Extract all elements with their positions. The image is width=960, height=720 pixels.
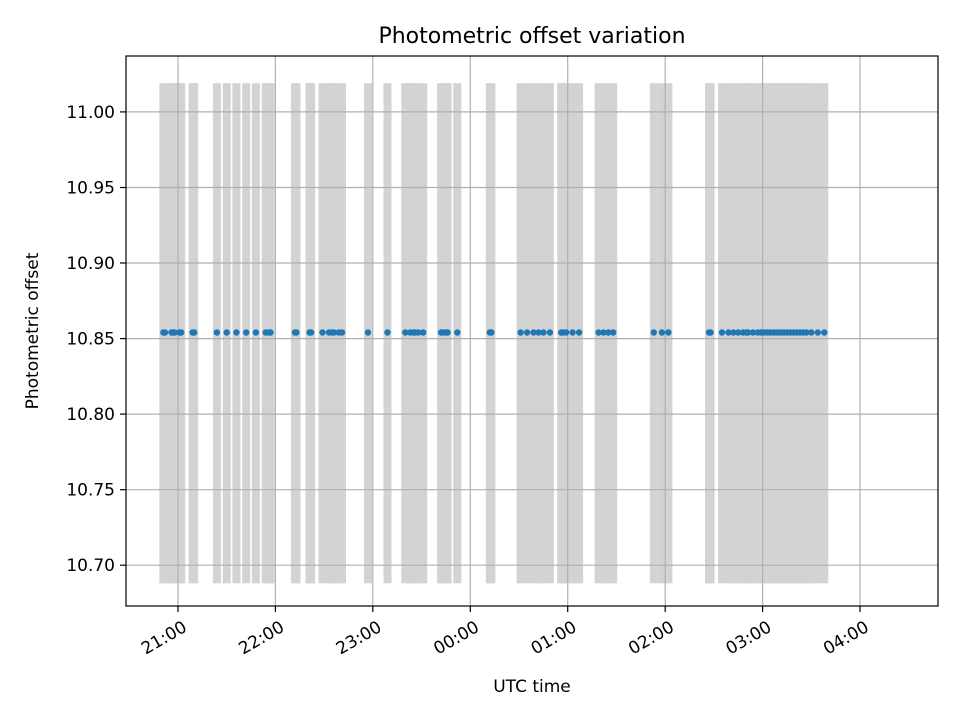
data-point <box>252 329 260 336</box>
data-point <box>658 329 666 336</box>
data-point <box>178 329 185 336</box>
data-point <box>821 329 828 336</box>
data-point <box>517 329 524 336</box>
data-point <box>650 329 657 336</box>
data-point <box>171 329 178 336</box>
data-point <box>420 329 427 336</box>
data-point <box>569 329 576 336</box>
y-axis-label: Photometric offset <box>23 252 43 409</box>
data-point <box>444 329 451 336</box>
data-point <box>454 329 461 336</box>
data-point <box>293 329 300 336</box>
data-point <box>803 329 810 336</box>
grid-lines <box>126 56 938 606</box>
y-tick-label: 11.00 <box>66 103 115 123</box>
x-axis-label: UTC time <box>493 677 571 697</box>
data-point <box>402 329 409 336</box>
y-tick-label: 10.70 <box>66 556 115 576</box>
data-point <box>600 329 607 336</box>
data-point <box>665 329 672 336</box>
data-point <box>161 329 169 336</box>
data-point <box>735 329 742 336</box>
data-point <box>605 329 612 336</box>
y-tick-label: 10.95 <box>66 179 115 199</box>
data-point <box>338 329 346 336</box>
data-point <box>223 329 230 336</box>
y-axis-ticks: 10.70 10.75 10.80 10.85 10.90 10.95 11.00 <box>66 103 126 576</box>
data-point <box>749 329 757 336</box>
data-point <box>488 329 495 336</box>
data-point <box>575 329 583 336</box>
data-point <box>814 329 821 336</box>
y-tick-label: 10.75 <box>66 481 115 501</box>
data-point <box>744 329 752 336</box>
data-point <box>523 329 531 336</box>
data-point <box>725 329 732 336</box>
data-point <box>562 329 570 336</box>
y-tick-label: 10.85 <box>66 330 115 350</box>
plot-frame <box>125 55 939 607</box>
y-tick-label: 10.90 <box>66 254 115 274</box>
data-point <box>330 329 338 336</box>
data-point <box>364 329 372 336</box>
data-point <box>595 329 602 336</box>
data-point <box>707 329 714 336</box>
data-point <box>530 329 537 336</box>
data-point <box>191 329 198 336</box>
data-point <box>546 329 554 336</box>
y-tick-label: 10.80 <box>66 405 115 425</box>
data-points <box>160 329 828 336</box>
data-point <box>540 329 547 336</box>
data-point <box>213 329 221 336</box>
data-point <box>535 329 542 336</box>
data-point <box>307 329 315 336</box>
data-point <box>718 329 726 336</box>
data-point <box>267 329 274 336</box>
data-point <box>319 329 326 336</box>
data-point <box>730 329 737 336</box>
chart-title: Photometric offset variation <box>378 24 685 49</box>
data-point <box>233 329 240 336</box>
data-point <box>243 329 250 336</box>
data-point <box>384 329 391 336</box>
data-point <box>610 329 617 336</box>
data-point <box>415 329 422 336</box>
data-point <box>808 329 815 336</box>
